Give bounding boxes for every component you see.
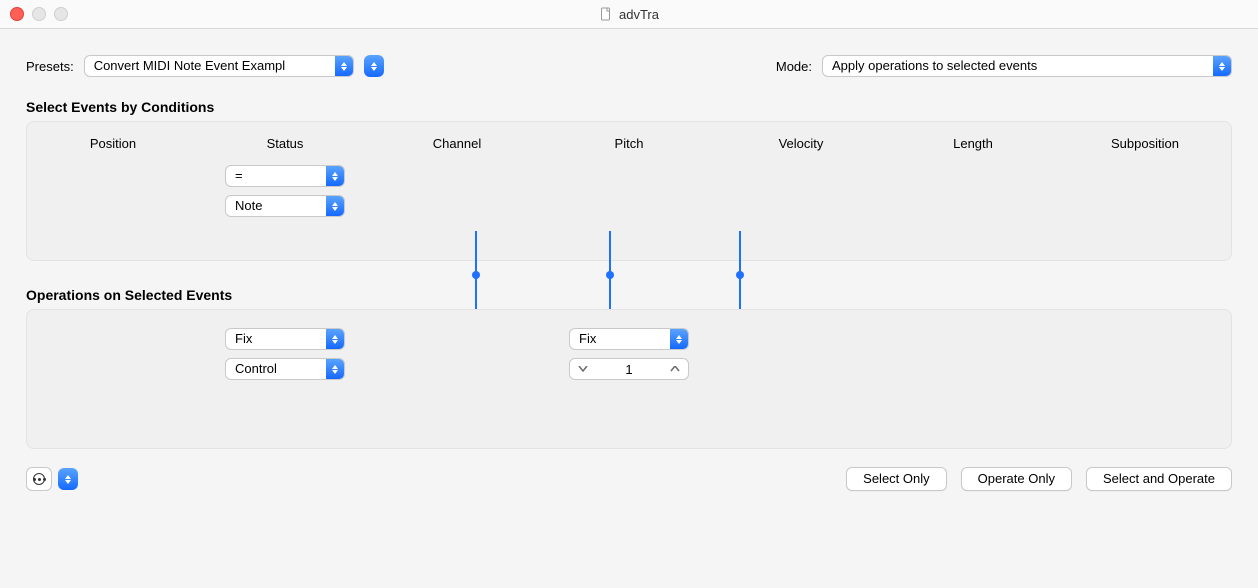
increment-icon[interactable] [662, 359, 688, 379]
conditions-title: Select Events by Conditions [26, 99, 1232, 115]
select-and-operate-button[interactable]: Select and Operate [1086, 467, 1232, 491]
op-status-value-select[interactable]: Control [225, 358, 345, 380]
decrement-icon[interactable] [570, 359, 596, 379]
status-value-text: Note [226, 196, 326, 216]
chevron-updown-icon [670, 329, 688, 349]
window-title: advTra [0, 7, 1258, 22]
presets-label: Presets: [26, 59, 74, 74]
divider-handles [26, 261, 1232, 309]
op-status-operator-value: Fix [226, 329, 326, 349]
titlebar: advTra [0, 0, 1258, 29]
preset-stepper-button[interactable] [364, 55, 384, 77]
chevron-updown-icon [326, 196, 344, 216]
op-status-value-text: Control [226, 359, 326, 379]
more-options-button[interactable] [26, 467, 52, 491]
status-value-select[interactable]: Note [225, 195, 345, 217]
conditions-header: Position Status Channel Pitch Velocity L… [27, 136, 1231, 151]
operations-panel: Fix Fix Control [26, 309, 1232, 449]
chevron-updown-icon [326, 359, 344, 379]
op-pitch-value-stepper[interactable]: 1 [569, 358, 689, 380]
col-velocity: Velocity [715, 136, 887, 151]
document-icon [599, 7, 613, 21]
mode-select-value: Apply operations to selected events [823, 56, 1213, 76]
col-status: Status [199, 136, 371, 151]
op-pitch-operator-select[interactable]: Fix [569, 328, 689, 350]
select-only-button[interactable]: Select Only [846, 467, 946, 491]
mode-label: Mode: [776, 59, 812, 74]
op-status-operator-select[interactable]: Fix [225, 328, 345, 350]
minimize-window-button[interactable] [32, 7, 46, 21]
col-subposition: Subposition [1059, 136, 1231, 151]
col-channel: Channel [371, 136, 543, 151]
footer: Select Only Operate Only Select and Oper… [26, 467, 1232, 491]
window-controls [0, 7, 68, 21]
ellipsis-icon [33, 478, 46, 481]
chevron-updown-icon [326, 166, 344, 186]
chevron-updown-icon [335, 56, 353, 76]
chevron-updown-icon [326, 329, 344, 349]
col-position: Position [27, 136, 199, 151]
top-row: Presets: Convert MIDI Note Event Exampl … [26, 55, 1232, 77]
zoom-window-button[interactable] [54, 7, 68, 21]
preset-select-value: Convert MIDI Note Event Exampl [85, 56, 335, 76]
col-length: Length [887, 136, 1059, 151]
chevron-updown-icon [1213, 56, 1231, 76]
operate-only-button[interactable]: Operate Only [961, 467, 1072, 491]
close-window-button[interactable] [10, 7, 24, 21]
op-pitch-value-text: 1 [596, 362, 662, 377]
status-operator-value: = [226, 166, 326, 186]
col-pitch: Pitch [543, 136, 715, 151]
mode-select[interactable]: Apply operations to selected events [822, 55, 1232, 77]
window-title-text: advTra [619, 7, 659, 22]
conditions-panel: Position Status Channel Pitch Velocity L… [26, 121, 1232, 261]
status-operator-select[interactable]: = [225, 165, 345, 187]
preset-select[interactable]: Convert MIDI Note Event Exampl [84, 55, 354, 77]
op-pitch-operator-value: Fix [570, 329, 670, 349]
more-options-stepper[interactable] [58, 468, 78, 490]
